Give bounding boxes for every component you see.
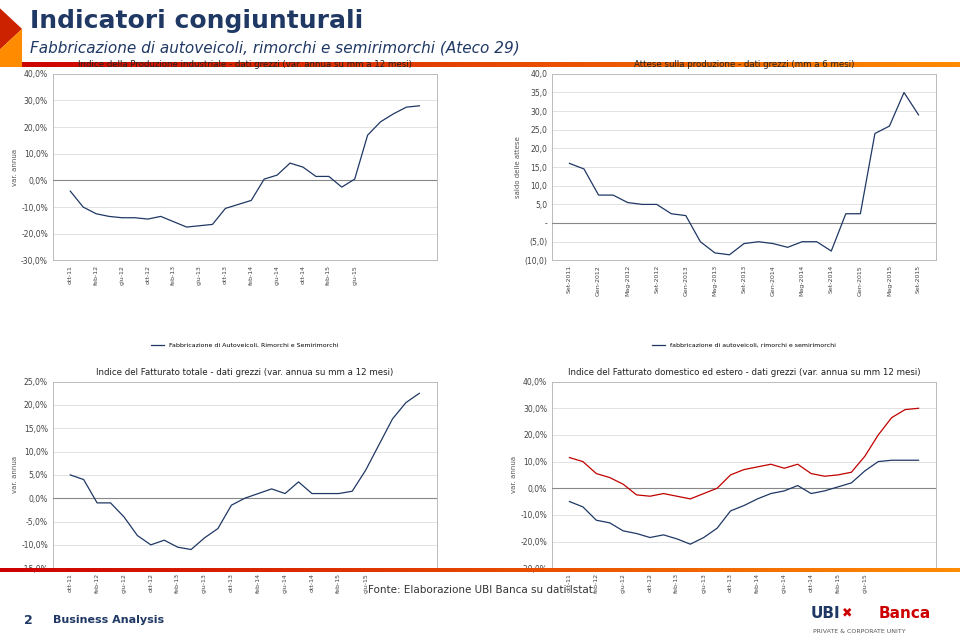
Text: PRIVATE & CORPORATE UNITY: PRIVATE & CORPORATE UNITY: [813, 629, 905, 634]
Fatturato estero: [886, 413, 898, 421]
Fatturato estero: [644, 492, 656, 500]
Text: UBI: UBI: [810, 606, 840, 621]
Fatturato domestico: [684, 541, 696, 548]
Y-axis label: var. annua: var. annua: [512, 456, 517, 494]
Fatturato domestico: [913, 456, 924, 464]
Fatturato domestico: [765, 490, 777, 498]
Fatturato estero: [846, 469, 857, 476]
Fatturato estero: [873, 431, 884, 438]
Fatturato estero: [711, 484, 723, 492]
Title: Attese sulla produzione - dati grezzi (mm a 6 mesi): Attese sulla produzione - dati grezzi (m…: [634, 60, 854, 69]
Text: Indicatori congiunturali: Indicatori congiunturali: [30, 9, 363, 33]
Text: ✖: ✖: [842, 607, 852, 620]
Fatturato estero: [698, 490, 709, 498]
Fatturato domestico: [846, 479, 857, 487]
Fatturato domestico: [859, 467, 871, 474]
Polygon shape: [0, 8, 22, 49]
Text: Banca: Banca: [879, 606, 931, 621]
Fatturato domestico: [631, 530, 642, 537]
Legend: Fabbricazione di Autoveicoli, Rimorchi e Semirimorchi: Fabbricazione di Autoveicoli, Rimorchi e…: [149, 340, 341, 351]
Text: Fonte: Elaborazione UBI Banca su dati Istat: Fonte: Elaborazione UBI Banca su dati Is…: [368, 586, 592, 595]
Fatturato estero: [779, 464, 790, 472]
Fatturato estero: [604, 474, 615, 482]
Fatturato domestico: [738, 501, 750, 509]
Fatturato domestico: [711, 525, 723, 532]
Fatturato domestico: [779, 487, 790, 495]
Line: Fatturato estero: Fatturato estero: [569, 408, 919, 499]
Fatturato estero: [658, 490, 669, 498]
Fatturato estero: [631, 491, 642, 499]
Fatturato domestico: [819, 487, 830, 495]
Fatturato domestico: [698, 534, 709, 541]
Fatturato estero: [792, 460, 804, 468]
Legend: fabbricazione di autoveicoli, rimorchi e semirimorchi: fabbricazione di autoveicoli, rimorchi e…: [650, 340, 838, 351]
Fatturato estero: [590, 470, 602, 478]
Fatturato domestico: [658, 531, 669, 539]
Polygon shape: [0, 29, 22, 67]
Fatturato estero: [684, 495, 696, 503]
Fatturato estero: [859, 453, 871, 460]
Fatturato estero: [900, 406, 911, 413]
Title: Indice del Fatturato domestico ed estero - dati grezzi (var. annua su mm 12 mesi: Indice del Fatturato domestico ed estero…: [567, 368, 921, 377]
Fatturato domestico: [873, 458, 884, 465]
Fatturato domestico: [832, 483, 844, 490]
Fatturato estero: [913, 404, 924, 412]
Fatturato domestico: [671, 535, 683, 542]
Fatturato domestico: [725, 507, 736, 515]
Y-axis label: var. annua: var. annua: [12, 148, 18, 186]
Fatturato domestico: [752, 495, 763, 503]
Fatturato domestico: [886, 456, 898, 464]
Title: Indice della Produzione industriale - dati grezzi (var. annua su mm a 12 mesi): Indice della Produzione industriale - da…: [78, 60, 412, 69]
Fatturato domestico: [564, 498, 575, 505]
Fatturato estero: [832, 471, 844, 479]
Fatturato domestico: [577, 503, 588, 511]
Fatturato estero: [738, 465, 750, 473]
Fatturato estero: [765, 460, 777, 468]
Fatturato estero: [725, 471, 736, 479]
Fatturato domestico: [644, 534, 656, 541]
Text: Fabbricazione di autoveicoli, rimorchi e semirimorchi (Ateco 29): Fabbricazione di autoveicoli, rimorchi e…: [30, 40, 519, 56]
Y-axis label: saldo delle attese: saldo delle attese: [516, 136, 521, 198]
Fatturato domestico: [805, 490, 817, 498]
Title: Indice del Fatturato totale - dati grezzi (var. annua su mm a 12 mesi): Indice del Fatturato totale - dati grezz…: [96, 368, 394, 377]
Fatturato estero: [564, 454, 575, 462]
Fatturato domestico: [900, 456, 911, 464]
Fatturato domestico: [590, 516, 602, 524]
Fatturato estero: [577, 458, 588, 465]
Fatturato estero: [671, 492, 683, 500]
Fatturato domestico: [617, 527, 629, 535]
Y-axis label: var. annua: var. annua: [12, 456, 18, 494]
Fatturato domestico: [792, 482, 804, 489]
Text: 2: 2: [24, 614, 33, 627]
Fatturato estero: [617, 480, 629, 488]
Fatturato domestico: [604, 519, 615, 526]
Fatturato estero: [805, 470, 817, 478]
Line: Fatturato domestico: Fatturato domestico: [569, 460, 919, 544]
Text: Business Analysis: Business Analysis: [53, 616, 164, 625]
Fatturato estero: [752, 463, 763, 471]
Fatturato estero: [819, 473, 830, 480]
